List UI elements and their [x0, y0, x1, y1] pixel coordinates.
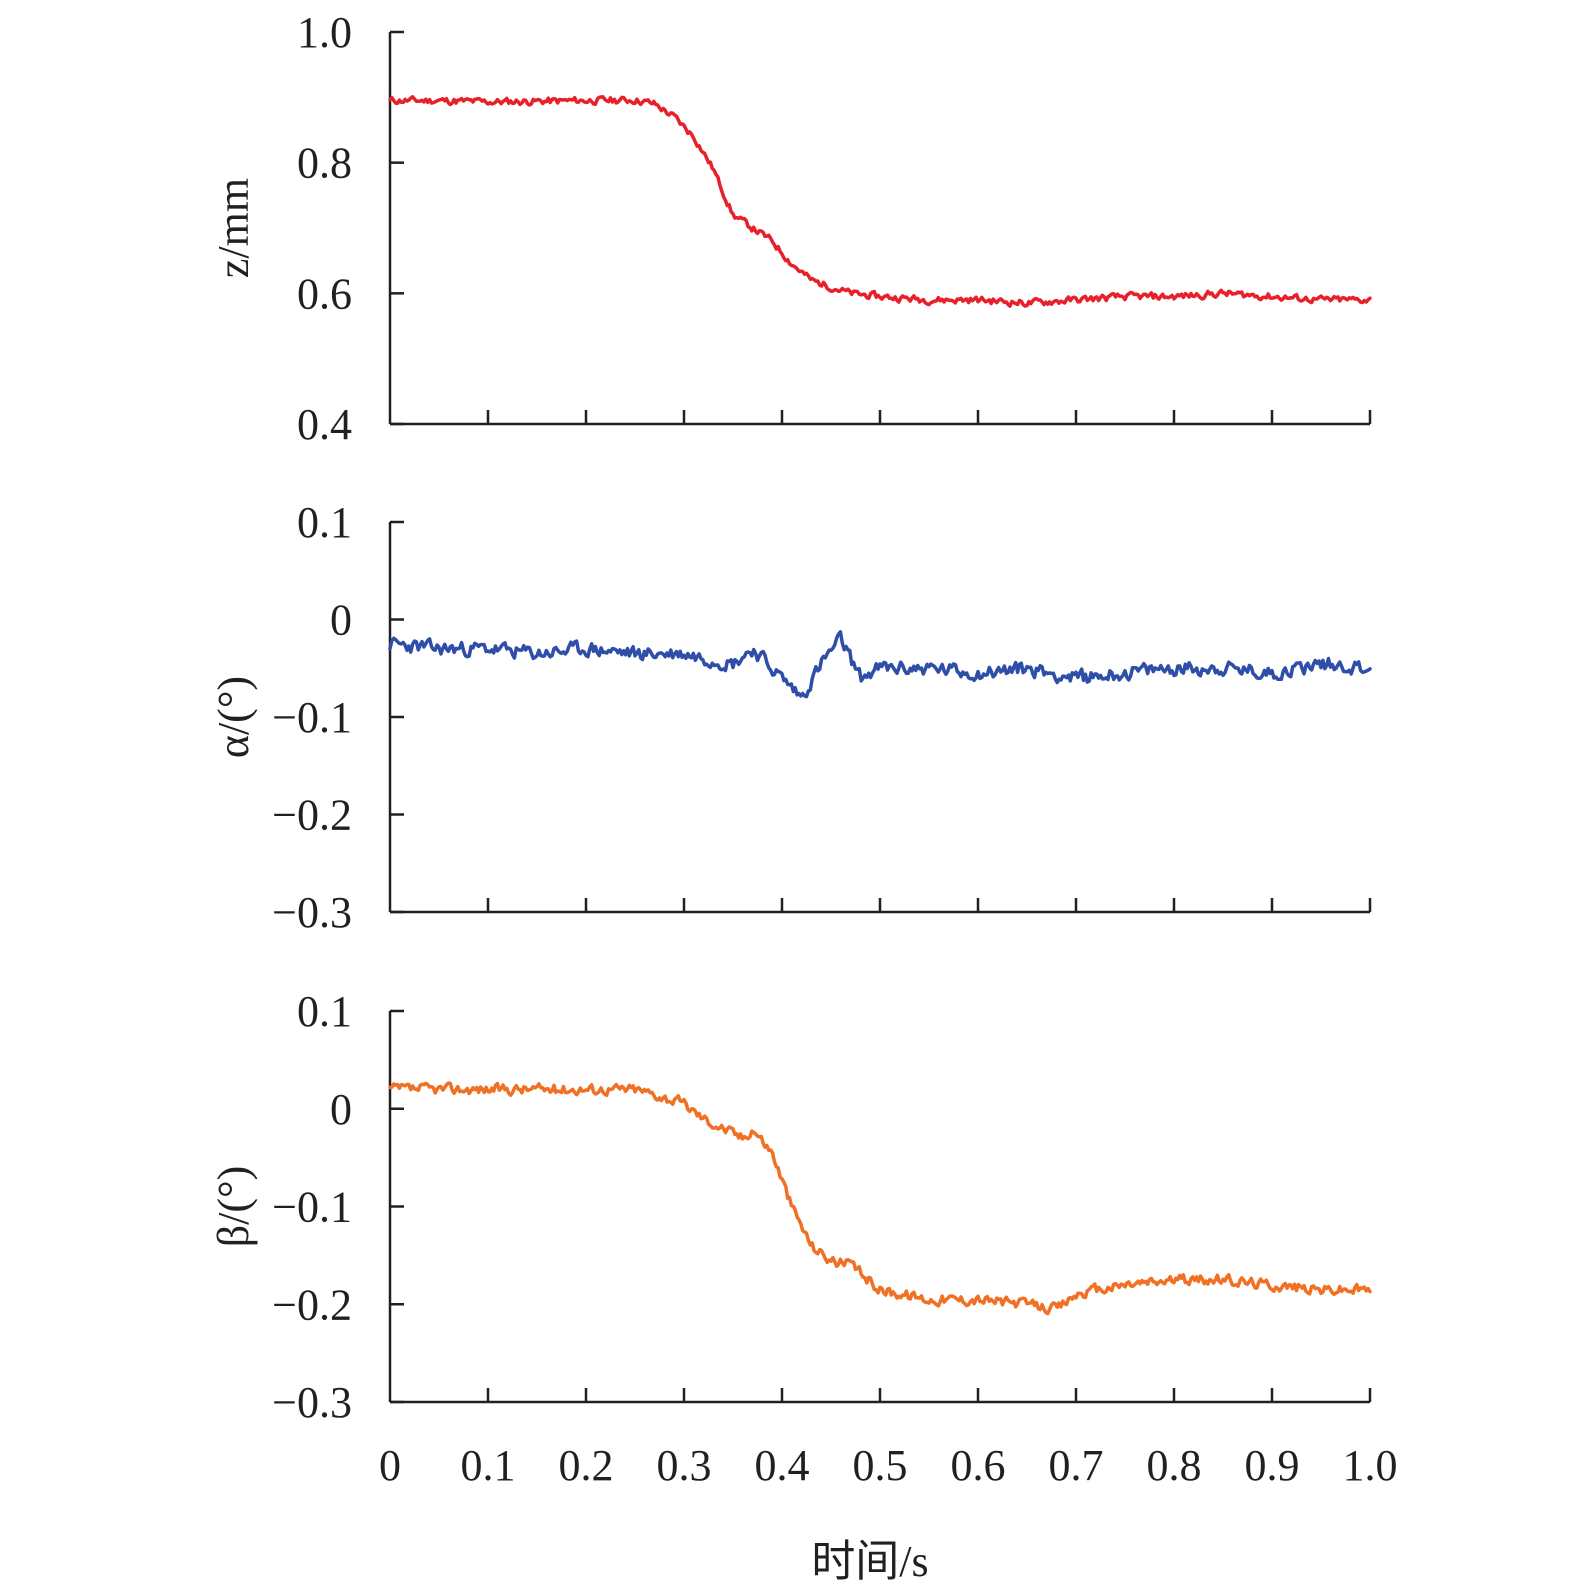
panel-z: 0.4 0.6 0.8 1.0 z/mm [209, 8, 1372, 449]
y-tick-label: −0.1 [272, 693, 352, 742]
x-tick-label: 0.3 [657, 1441, 712, 1490]
series-line-1 [388, 630, 1372, 699]
x-tick-label: 0.5 [853, 1441, 908, 1490]
x-tick-label: 1.0 [1343, 1441, 1398, 1490]
y-tick-label: 1.0 [297, 8, 352, 57]
y-tick-label: 0.8 [297, 139, 352, 188]
y-tick-label: −0.1 [272, 1183, 352, 1232]
y-axis-title: β/(°) [209, 1166, 258, 1248]
series-line-0 [388, 95, 1372, 308]
series-line-2 [388, 1081, 1372, 1316]
y-tick-label: −0.3 [272, 1378, 352, 1427]
x-tick-label: 0 [379, 1441, 401, 1490]
x-tick-label: 0.4 [755, 1441, 810, 1490]
x-tick-label: 0.9 [1245, 1441, 1300, 1490]
y-axis-title: z/mm [209, 178, 258, 278]
y-tick-label: 0.6 [297, 269, 352, 318]
y-tick-label: 0.4 [297, 400, 352, 449]
y-tick-label: 0.1 [297, 498, 352, 547]
x-tick-label: 0.8 [1147, 1441, 1202, 1490]
panel-beta: −0.3 −0.2 −0.1 0 0.1 0 0.1 0.2 0.3 0.4 0.5 0.6 0.7 0.… [209, 987, 1398, 1490]
y-tick-label: −0.2 [272, 1280, 352, 1329]
x-axis-title: 时间/s [811, 1537, 928, 1586]
y-tick-label: −0.3 [272, 888, 352, 937]
x-tick-label: 0.7 [1049, 1441, 1104, 1490]
x-tick-label: 0.2 [559, 1441, 614, 1490]
x-tick-label: 0.6 [951, 1441, 1006, 1490]
y-tick-label: 0.1 [297, 987, 352, 1036]
y-tick-label: −0.2 [272, 791, 352, 840]
y-axis-title: α/(°) [209, 676, 258, 758]
x-tick-label: 0.1 [461, 1441, 516, 1490]
panel-alpha: −0.3 −0.2 −0.1 0 0.1 α/(°) [209, 498, 1372, 937]
y-tick-label: 0 [330, 1085, 352, 1134]
y-tick-label: 0 [330, 596, 352, 645]
